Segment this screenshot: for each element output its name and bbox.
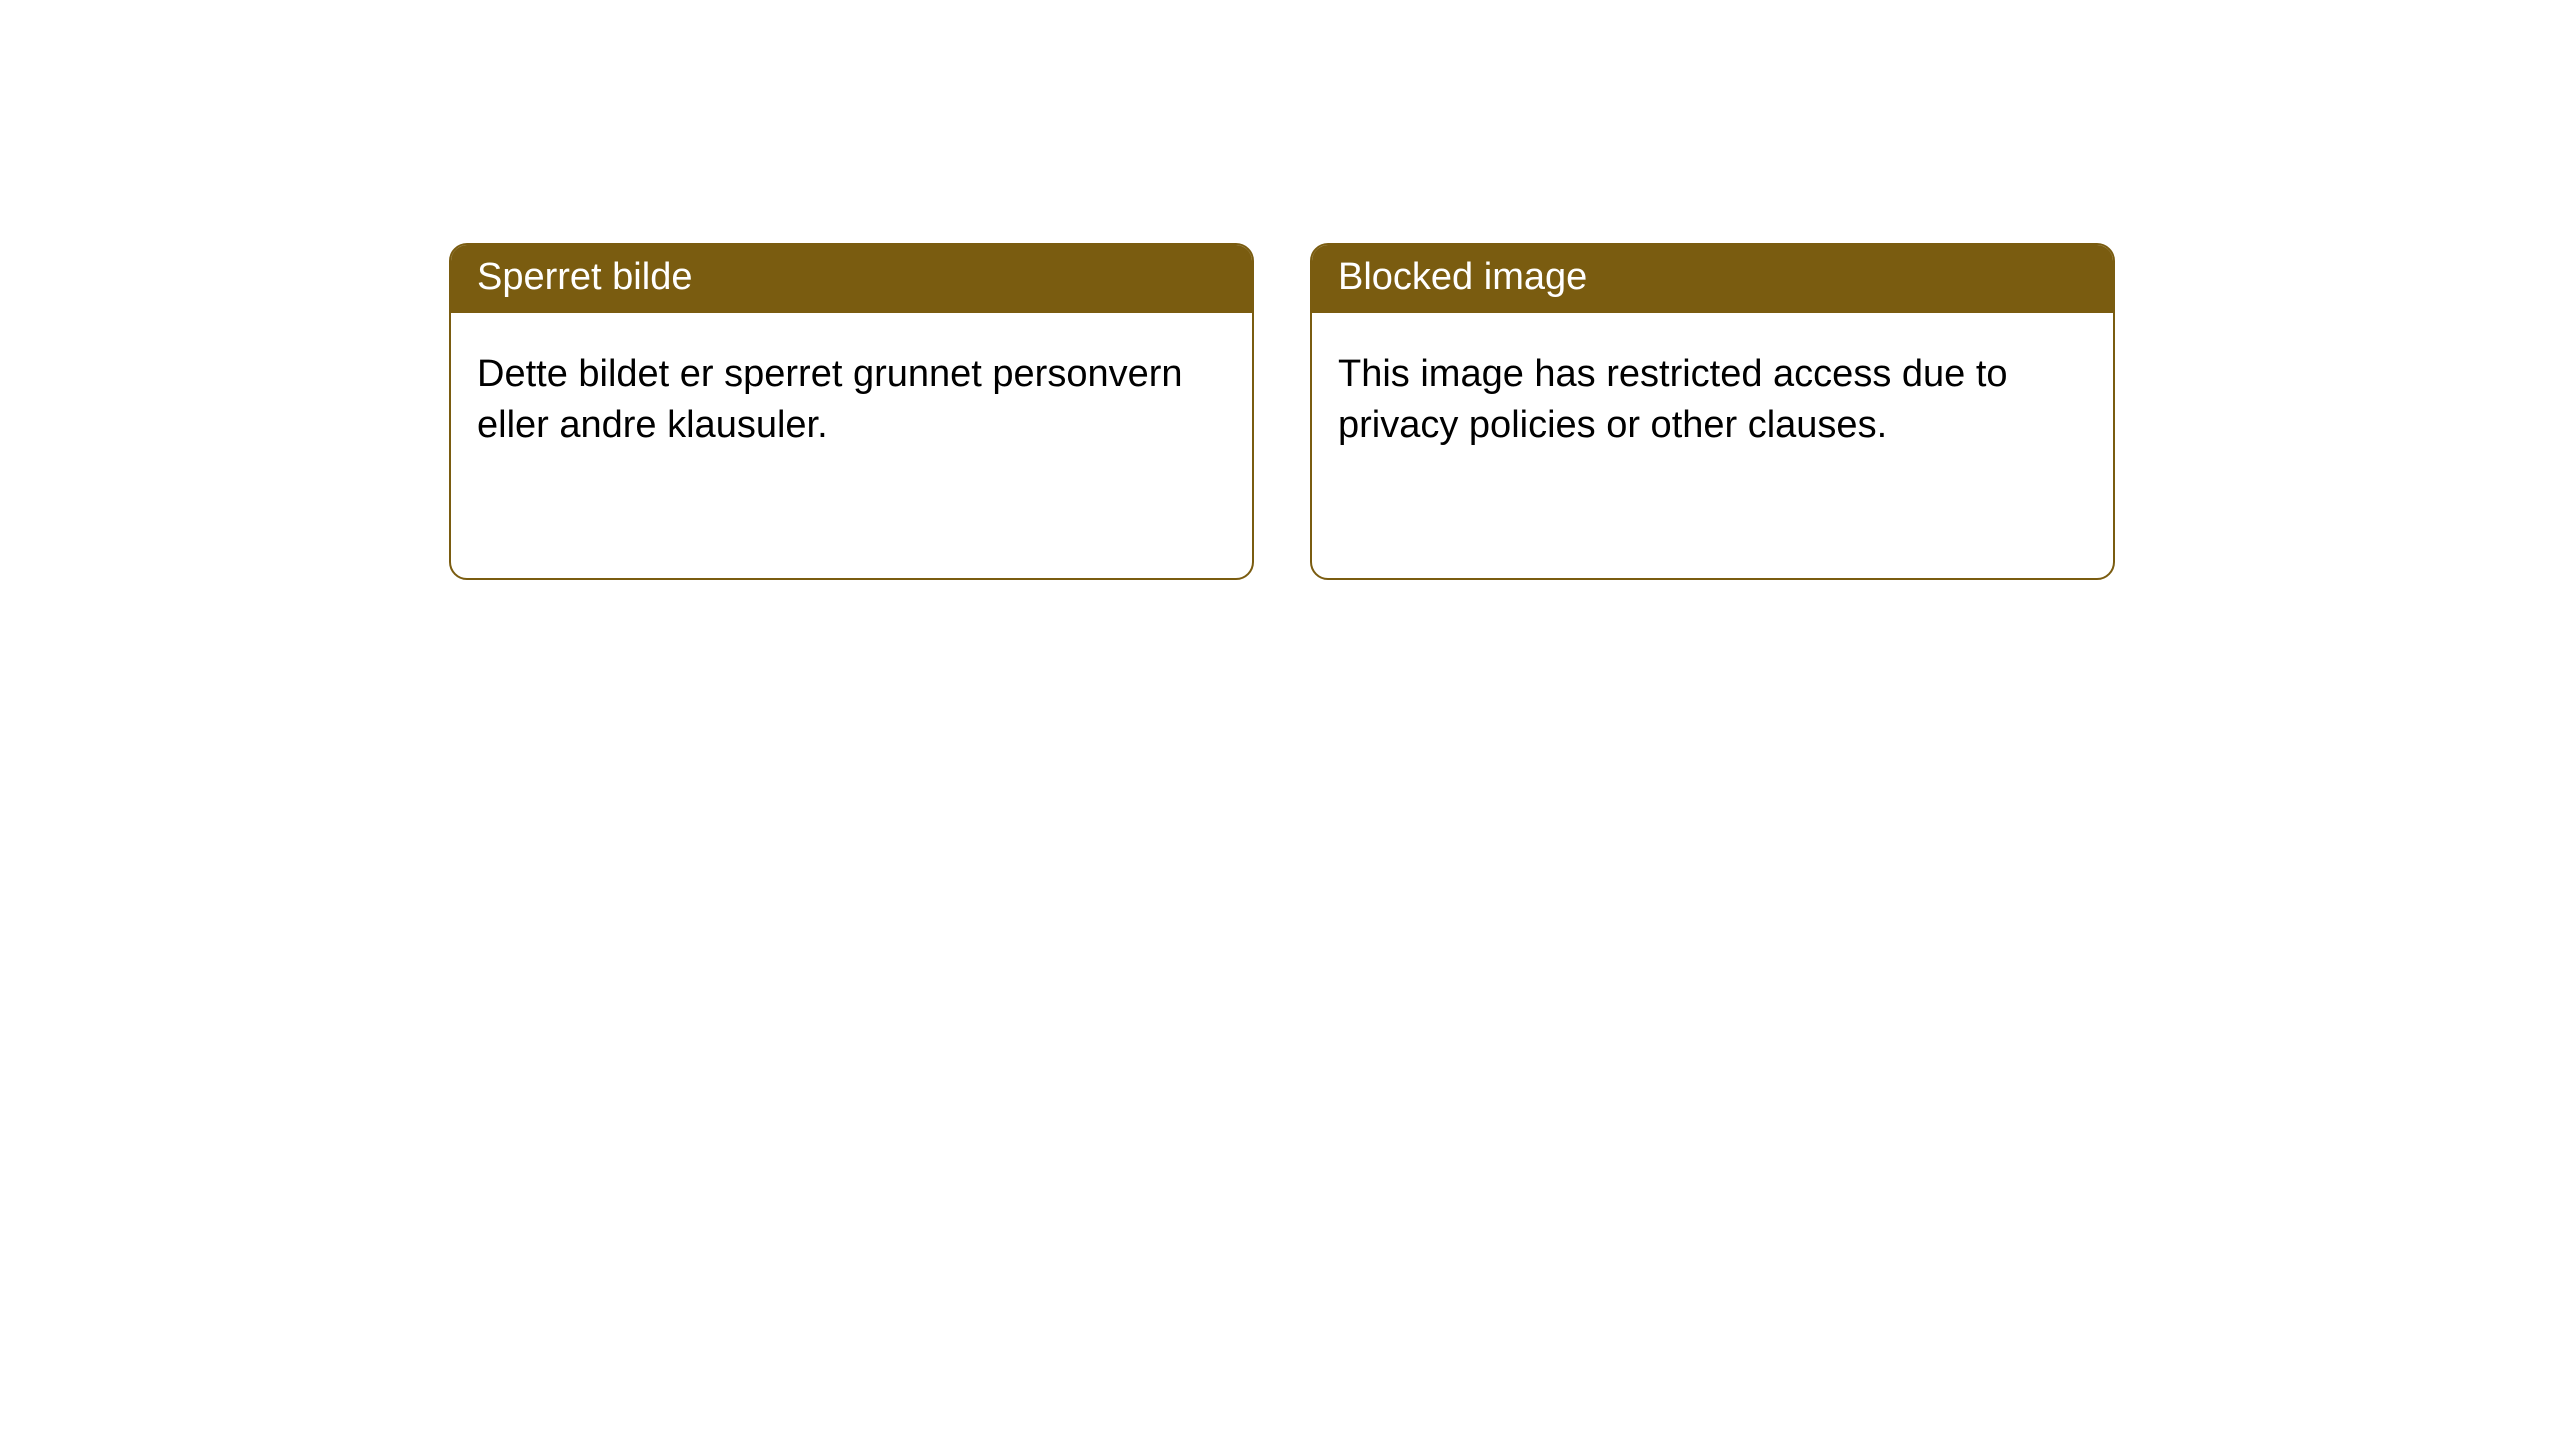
cards-container: Sperret bilde Dette bildet er sperret gr…	[0, 0, 2560, 580]
card-header: Blocked image	[1312, 245, 2113, 313]
card-body-text: This image has restricted access due to …	[1338, 353, 2008, 446]
card-body: This image has restricted access due to …	[1312, 313, 2113, 478]
card-title: Sperret bilde	[477, 256, 692, 298]
card-body-text: Dette bildet er sperret grunnet personve…	[477, 353, 1183, 446]
blocked-image-card-no: Sperret bilde Dette bildet er sperret gr…	[449, 243, 1254, 580]
blocked-image-card-en: Blocked image This image has restricted …	[1310, 243, 2115, 580]
card-title: Blocked image	[1338, 256, 1587, 298]
card-body: Dette bildet er sperret grunnet personve…	[451, 313, 1252, 478]
card-header: Sperret bilde	[451, 245, 1252, 313]
